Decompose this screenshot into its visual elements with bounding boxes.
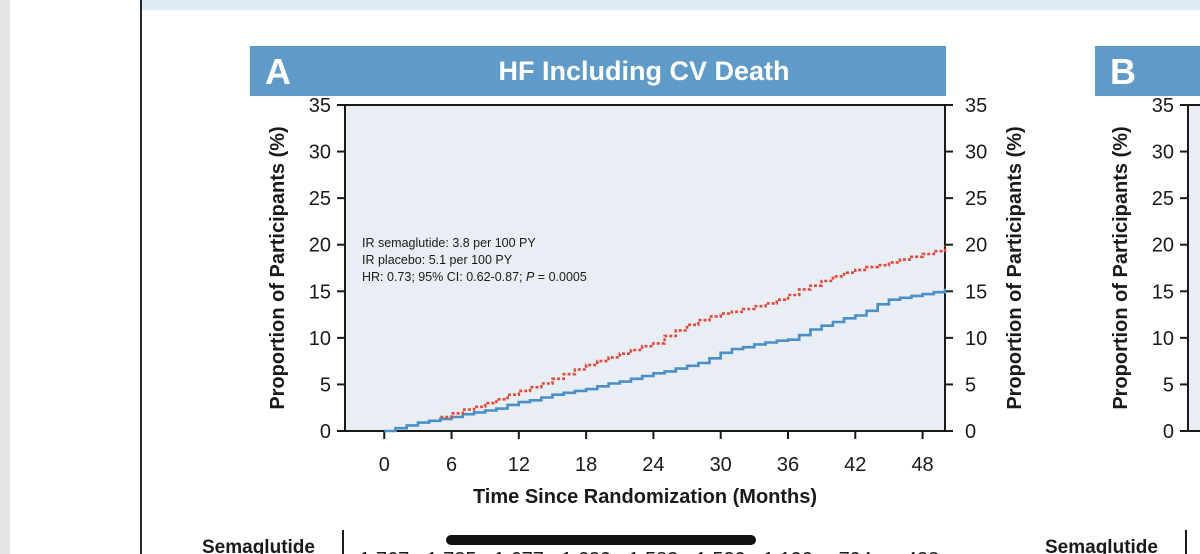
- x-tick-label: 24: [642, 454, 664, 476]
- window-left-edge: [0, 0, 10, 554]
- risk-value: 1,677: [494, 549, 544, 554]
- panel-a-plot-area: [344, 104, 946, 432]
- y-tick-label-right: 30: [965, 142, 987, 164]
- x-tick-label: 42: [844, 454, 866, 476]
- panel-a-series: [384, 245, 947, 433]
- panel-b-y-tick-label: 30: [1152, 142, 1174, 164]
- panel-b-left-y-ticks: 0 5 10 15 20 25 30 35: [1152, 95, 1188, 443]
- panel-a-y-axis-label-left: Proportion of Participants (%): [267, 126, 289, 409]
- annotation-hazard-ratio: HR: 0.73; 95% CI: 0.62-0.87; P = 0.0005: [362, 270, 587, 284]
- panel-a-letter: A: [265, 51, 291, 92]
- panel-a-left-y-ticks: 0 5 10 15 20 25 30 35: [309, 95, 345, 443]
- panel-a-y-axis-label-right: Proportion of Participants (%): [1004, 126, 1026, 409]
- risk-value: 1,767: [359, 549, 409, 554]
- y-tick-label-left: 35: [309, 95, 331, 117]
- y-tick-label-left: 15: [309, 281, 331, 303]
- panel-b-y-tick-label: 15: [1152, 281, 1174, 303]
- y-tick-label-left: 20: [309, 235, 331, 257]
- y-tick-label-left: 0: [320, 421, 331, 443]
- risk-value: 1,735: [427, 549, 477, 554]
- panel-b-y-tick-label: 10: [1152, 328, 1174, 350]
- scroll-indicator[interactable]: [446, 535, 756, 545]
- annotation-hr-ci: HR: 0.73; 95% CI: 0.62-0.87;: [362, 270, 526, 284]
- panel-a-right-y-ticks: 0 5 10 15 20 25 30 35: [945, 95, 987, 443]
- panel-b-y-tick-label: 5: [1163, 374, 1174, 396]
- y-tick-label-right: 0: [965, 421, 976, 443]
- risk-value: 1,190: [763, 549, 813, 554]
- annotation-p-value: = 0.0005: [534, 270, 587, 284]
- y-tick-label-right: 10: [965, 328, 987, 350]
- panel-a-x-ticks: 0 6 12 18 24 30 36 42 48: [379, 431, 934, 476]
- y-tick-label-left: 5: [320, 374, 331, 396]
- risk-value: 794: [839, 549, 872, 554]
- panel-b-header: [1095, 46, 1200, 96]
- semaglutide-curve: [384, 288, 947, 433]
- panel-b-y-tick-label: 25: [1152, 188, 1174, 210]
- y-tick-label-right: 5: [965, 374, 976, 396]
- page-margin-rule: [140, 0, 142, 554]
- risk-row-label-b: Semaglutide: [1045, 537, 1158, 554]
- page-top-band: [142, 0, 1200, 10]
- panel-b-y-tick-label: 35: [1152, 95, 1174, 117]
- y-tick-label-left: 10: [309, 328, 331, 350]
- x-tick-label: 30: [710, 454, 732, 476]
- x-tick-label: 36: [777, 454, 799, 476]
- x-tick-label: 48: [911, 454, 933, 476]
- panel-b-plot-area: [1187, 104, 1200, 432]
- panel-b-y-tick-label: 0: [1163, 421, 1174, 443]
- x-tick-label: 0: [379, 454, 390, 476]
- x-tick-label: 18: [575, 454, 597, 476]
- annotation-p-symbol: P: [526, 270, 535, 284]
- risk-value: 1,530: [696, 549, 746, 554]
- y-tick-label-left: 30: [309, 142, 331, 164]
- y-tick-label-left: 25: [309, 188, 331, 210]
- risk-row-values: 1,767 1,735 1,677 1,630 1,583 1,530 1,190 794 43…: [359, 549, 939, 554]
- placebo-curve: [440, 245, 947, 419]
- panel-b-letter: B: [1110, 51, 1136, 92]
- x-tick-label: 12: [508, 454, 530, 476]
- panel-a-header: [250, 46, 946, 96]
- annotation-ir-semaglutide: IR semaglutide: 3.8 per 100 PY: [362, 236, 536, 250]
- y-tick-label-right: 25: [965, 188, 987, 210]
- risk-value: 1,583: [628, 549, 678, 554]
- x-tick-label: 6: [446, 454, 457, 476]
- risk-value: 1,630: [561, 549, 611, 554]
- y-tick-label-right: 15: [965, 281, 987, 303]
- annotation-ir-placebo: IR placebo: 5.1 per 100 PY: [362, 253, 513, 267]
- panel-a-title: HF Including CV Death: [498, 56, 789, 86]
- panel-b-y-axis-label: Proportion of Participants (%): [1110, 126, 1132, 409]
- risk-row-label-a: Semaglutide: [202, 537, 315, 554]
- panel-a-x-axis-label: Time Since Randomization (Months): [473, 486, 817, 508]
- panel-b-y-tick-label: 20: [1152, 235, 1174, 257]
- y-tick-label-right: 20: [965, 235, 987, 257]
- y-tick-label-right: 35: [965, 95, 987, 117]
- risk-value: 433: [906, 549, 939, 554]
